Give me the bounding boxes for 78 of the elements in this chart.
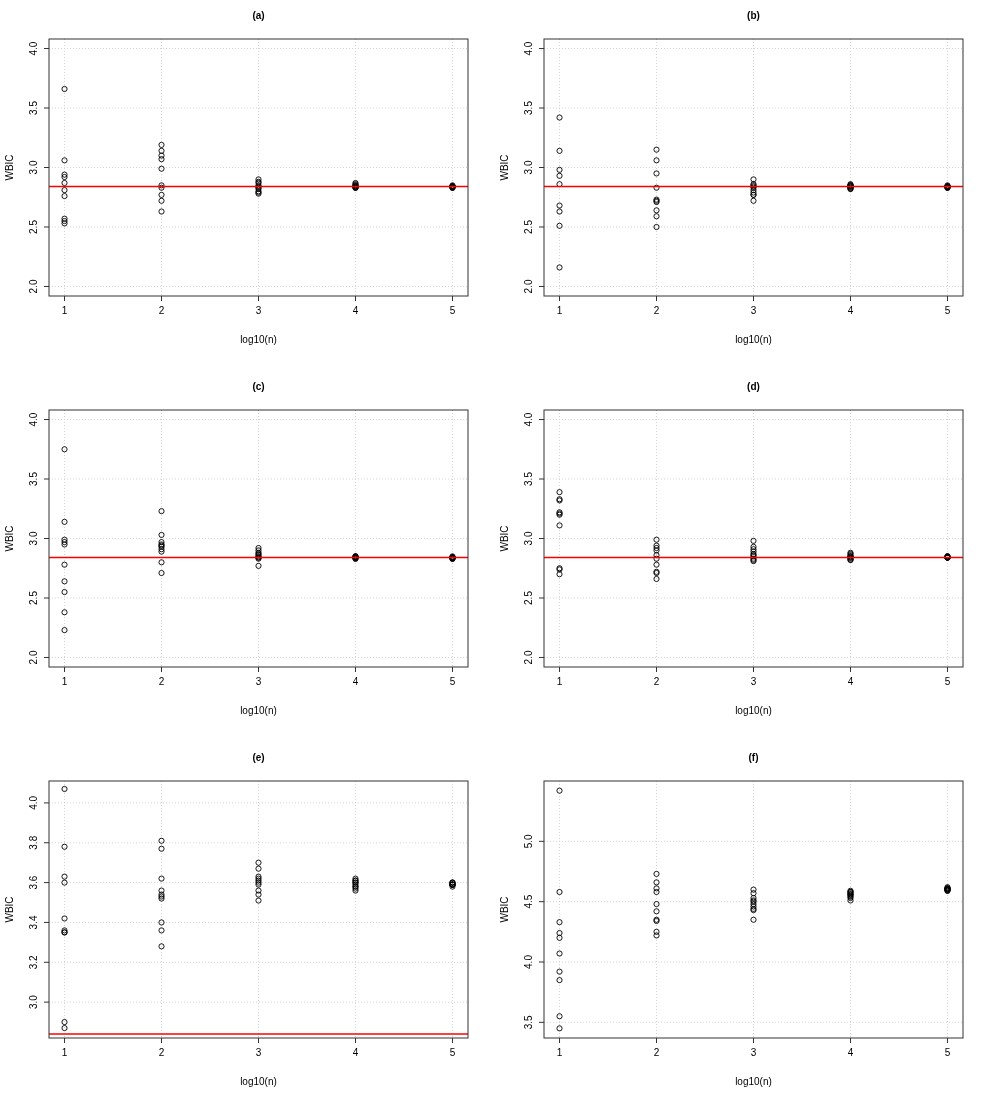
x-tick-label: 3 <box>255 1047 262 1058</box>
y-tick-label: 3.5 <box>523 471 534 486</box>
y-axis-title: WBIC <box>499 896 510 923</box>
x-tick-label: 4 <box>847 1047 854 1058</box>
y-tick-label: 2.0 <box>28 650 39 665</box>
y-tick-label: 2.5 <box>28 590 39 605</box>
y-tick-label: 5.0 <box>523 833 534 849</box>
x-tick-label: 4 <box>352 1047 359 1058</box>
x-axis-title: log10(n) <box>240 1076 277 1087</box>
x-tick-label: 1 <box>61 676 68 687</box>
y-tick-label: 2.5 <box>523 590 534 605</box>
y-axis-title: WBIC <box>499 525 510 552</box>
x-tick-label: 2 <box>653 305 660 316</box>
x-tick-label: 5 <box>449 676 456 687</box>
y-axis-title: WBIC <box>4 896 15 923</box>
y-tick-label: 3.0 <box>523 531 534 546</box>
x-tick-label: 2 <box>653 676 660 687</box>
y-tick-label: 4.0 <box>28 795 39 810</box>
x-tick-label: 1 <box>556 1047 563 1058</box>
y-tick-label: 3.5 <box>28 100 39 115</box>
x-tick-label: 4 <box>352 305 359 316</box>
x-tick-label: 5 <box>449 305 456 316</box>
y-tick-label: 3.5 <box>523 1014 534 1030</box>
x-tick-label: 1 <box>556 676 563 687</box>
x-tick-label: 2 <box>653 1047 660 1058</box>
y-tick-label: 3.2 <box>28 954 39 970</box>
x-tick-label: 5 <box>944 305 951 316</box>
y-tick-label: 2.5 <box>523 219 534 234</box>
x-tick-label: 3 <box>750 305 757 316</box>
x-tick-label: 1 <box>61 1047 68 1058</box>
y-tick-label: 3.4 <box>28 915 39 930</box>
x-tick-label: 4 <box>847 305 854 316</box>
y-tick-label: 4.0 <box>523 954 534 969</box>
y-tick-label: 3.0 <box>523 160 534 175</box>
x-tick-label: 2 <box>158 305 165 316</box>
x-tick-label: 4 <box>352 676 359 687</box>
x-axis-title: log10(n) <box>735 1076 772 1087</box>
y-tick-label: 4.0 <box>28 412 39 427</box>
y-tick-label: 2.0 <box>523 279 534 294</box>
chart-title: (e) <box>252 752 265 763</box>
y-axis-title: WBIC <box>4 154 15 181</box>
x-tick-label: 2 <box>158 1047 165 1058</box>
x-tick-label: 3 <box>750 1047 757 1058</box>
y-tick-label: 3.0 <box>28 531 39 546</box>
y-tick-label: 3.6 <box>28 875 39 890</box>
x-tick-label: 5 <box>944 1047 951 1058</box>
y-axis-title: WBIC <box>4 525 15 552</box>
x-axis-title: log10(n) <box>240 705 277 716</box>
y-tick-label: 4.0 <box>523 41 534 56</box>
x-axis-title: log10(n) <box>735 705 772 716</box>
chart-title: (d) <box>747 381 760 392</box>
x-axis-title: log10(n) <box>240 334 277 345</box>
y-tick-label: 4.5 <box>523 894 534 909</box>
y-tick-label: 2.0 <box>523 650 534 665</box>
x-tick-label: 3 <box>255 676 262 687</box>
x-tick-label: 3 <box>255 305 262 316</box>
x-tick-label: 4 <box>847 676 854 687</box>
x-tick-label: 1 <box>556 305 563 316</box>
x-tick-label: 5 <box>944 676 951 687</box>
y-tick-label: 4.0 <box>523 412 534 427</box>
y-tick-label: 3.5 <box>28 471 39 486</box>
x-tick-label: 3 <box>750 676 757 687</box>
y-tick-label: 3.8 <box>28 835 39 850</box>
chart-title: (f) <box>748 752 759 763</box>
x-tick-label: 5 <box>449 1047 456 1058</box>
y-tick-label: 3.5 <box>523 100 534 115</box>
y-tick-label: 3.0 <box>28 994 39 1010</box>
y-tick-label: 4.0 <box>28 41 39 56</box>
chart-title: (a) <box>252 10 265 21</box>
x-tick-label: 1 <box>61 305 68 316</box>
chart-title: (b) <box>747 10 760 21</box>
y-axis-title: WBIC <box>499 154 510 181</box>
y-tick-label: 3.0 <box>28 160 39 175</box>
y-tick-label: 2.0 <box>28 279 39 294</box>
x-axis-title: log10(n) <box>735 334 772 345</box>
y-tick-label: 2.5 <box>28 219 39 234</box>
x-tick-label: 2 <box>158 676 165 687</box>
chart-title: (c) <box>252 381 265 392</box>
